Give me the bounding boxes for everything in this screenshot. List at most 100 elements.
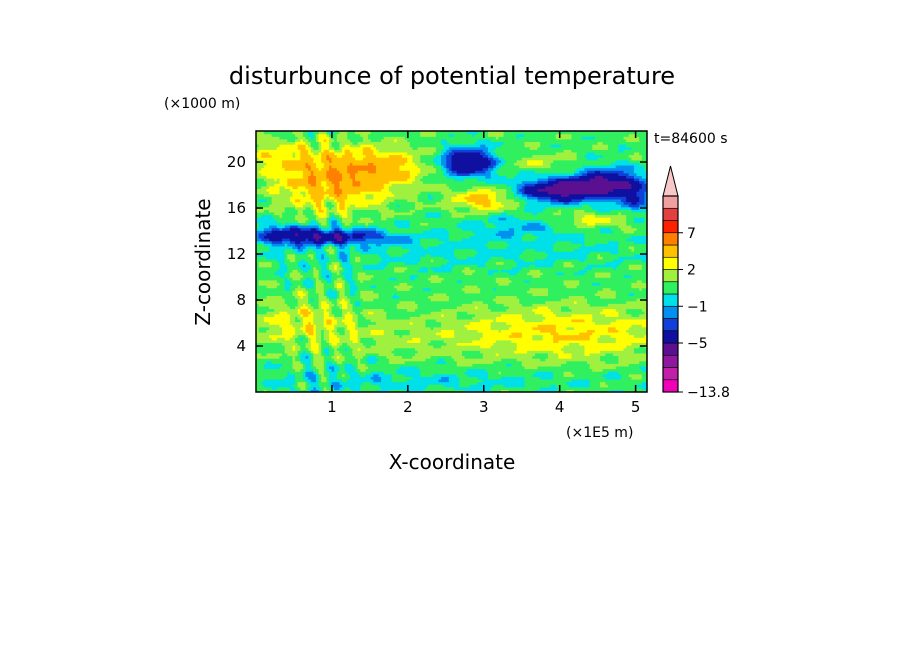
heat-cell (396, 360, 400, 364)
heat-cell (344, 365, 348, 370)
heat-cell (308, 360, 312, 364)
heat-cell (355, 376, 359, 380)
heat-cell (459, 360, 463, 364)
heat-cell (344, 368, 348, 372)
heat-cell (613, 386, 617, 390)
heat-cell (610, 342, 614, 346)
heat-cell (620, 378, 625, 383)
heat-cell (456, 386, 460, 390)
heat-cell (399, 371, 403, 375)
heat-cell (477, 378, 481, 383)
heat-cell (305, 368, 309, 372)
heat-cell (467, 339, 471, 344)
heat-cell (284, 345, 288, 349)
heat-cell (560, 373, 565, 377)
heat-cell (287, 355, 291, 359)
heat-cell (456, 363, 460, 367)
heat-cell (362, 342, 367, 346)
heat-cell (368, 350, 372, 354)
heat-cell (258, 365, 262, 370)
heat-cell (435, 389, 440, 392)
heat-cell (467, 376, 471, 380)
heat-cell (420, 371, 424, 375)
heat-cell (334, 345, 338, 349)
heat-cell (613, 339, 617, 344)
heat-cell (394, 365, 398, 370)
heat-cell (362, 365, 367, 370)
heat-cell (409, 355, 413, 359)
heat-cell (386, 358, 390, 362)
heat-cell (639, 358, 643, 362)
heat-cell (464, 376, 468, 380)
heat-cell (370, 358, 374, 362)
heat-cell (362, 371, 367, 375)
heat-cell (503, 378, 507, 383)
heat-cell (607, 345, 612, 349)
heat-cell (448, 381, 453, 385)
heat-cell (266, 360, 270, 364)
heat-cell (498, 360, 502, 364)
heat-cell (605, 358, 609, 362)
heat-cell (349, 373, 354, 377)
heat-cell (443, 360, 447, 364)
heat-cell (282, 386, 286, 390)
heat-cell (446, 386, 450, 390)
heat-cell (323, 386, 327, 390)
heat-cell (433, 376, 437, 380)
heat-cell (602, 339, 606, 344)
heat-cell (485, 363, 489, 367)
heat-cell (375, 363, 380, 367)
heat-cell (271, 350, 275, 354)
heat-cell (451, 342, 455, 346)
heat-cell (401, 345, 406, 349)
heat-cell (610, 378, 614, 383)
heat-cell (477, 345, 481, 349)
heat-cell (357, 355, 361, 359)
heat-cell (344, 376, 348, 380)
heat-cell (409, 378, 413, 383)
heat-cell (315, 386, 320, 390)
heat-cell (289, 376, 294, 380)
heat-cell (467, 371, 471, 375)
heat-cell (321, 345, 325, 349)
heat-cell (550, 389, 554, 392)
heat-cell (589, 368, 593, 372)
heat-cell (571, 373, 575, 377)
heat-cell (639, 355, 643, 359)
heat-cell (485, 378, 489, 383)
heat-cell (318, 358, 322, 362)
heat-cell (357, 368, 361, 372)
heat-cell (615, 342, 619, 346)
heat-cell (441, 386, 445, 390)
heat-cell (566, 368, 570, 372)
heat-cell (607, 339, 612, 344)
heat-cell (584, 358, 588, 362)
heat-cell (464, 368, 468, 372)
heat-cell (256, 371, 260, 375)
heat-cell (495, 368, 500, 372)
heat-cell (487, 378, 492, 383)
heat-cell (467, 350, 471, 354)
heat-cell (417, 347, 421, 351)
heat-cell (357, 384, 361, 388)
heat-cell (391, 352, 395, 357)
heat-cell (641, 365, 645, 370)
heat-cell (415, 378, 419, 383)
heat-cell (349, 352, 354, 357)
heat-cell (399, 363, 403, 367)
heat-cell (498, 363, 502, 367)
heat-cell (391, 386, 395, 390)
heat-cell (282, 371, 286, 375)
heat-cell (555, 352, 559, 357)
heat-cell (623, 339, 627, 344)
heat-cell (503, 381, 507, 385)
heat-cell (261, 389, 265, 392)
heat-cell (615, 345, 619, 349)
heat-cell (284, 368, 288, 372)
heat-cell (448, 350, 453, 354)
heat-cell (613, 384, 617, 388)
heat-cell (602, 347, 606, 351)
heat-cell (417, 339, 421, 344)
heat-cell (422, 345, 427, 349)
heat-cell (498, 373, 502, 377)
